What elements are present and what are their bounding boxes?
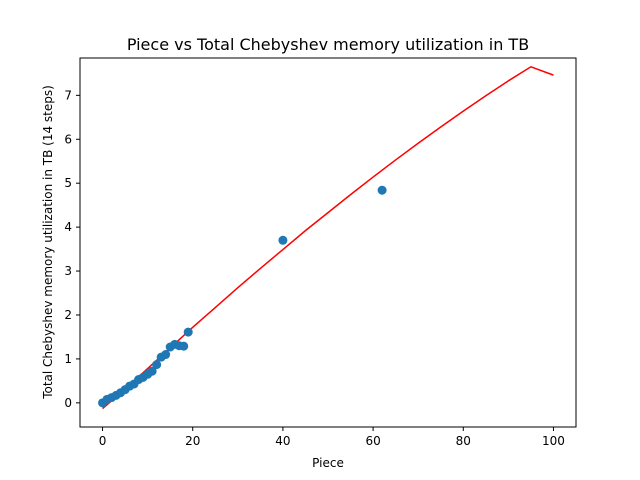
x-axis-label: Piece — [312, 456, 344, 470]
x-tick-label: 80 — [456, 434, 471, 448]
y-tick-label: 0 — [64, 396, 72, 410]
x-tick-label: 40 — [275, 434, 290, 448]
y-tick-label: 4 — [64, 220, 72, 234]
y-tick-label: 5 — [64, 176, 72, 190]
y-tick-label: 1 — [64, 352, 72, 366]
ticks: 0 20 40 60 80 100 0 1 2 3 4 5 6 7 — [64, 88, 565, 448]
plot-area — [98, 65, 554, 410]
scatter-point — [161, 350, 171, 360]
x-tick-label: 60 — [365, 434, 380, 448]
scatter-point — [183, 327, 193, 337]
chart-title: Piece vs Total Chebyshev memory utilizat… — [127, 35, 529, 54]
fit-line — [102, 65, 554, 410]
scatter-point — [152, 360, 162, 370]
x-tick-label: 100 — [542, 434, 565, 448]
y-tick-label: 7 — [64, 88, 72, 102]
y-tick-label: 3 — [64, 264, 72, 278]
scatter-point — [179, 341, 189, 351]
scatter-point — [147, 366, 157, 376]
y-tick-label: 2 — [64, 308, 72, 322]
x-tick-label: 20 — [185, 434, 200, 448]
scatter-point — [377, 185, 387, 195]
axes-frame — [79, 57, 577, 428]
y-axis-label: Total Chebyshev memory utilization in TB… — [41, 85, 55, 400]
x-tick-label: 0 — [99, 434, 107, 448]
scatter-point — [278, 235, 288, 245]
y-tick-label: 6 — [64, 132, 72, 146]
